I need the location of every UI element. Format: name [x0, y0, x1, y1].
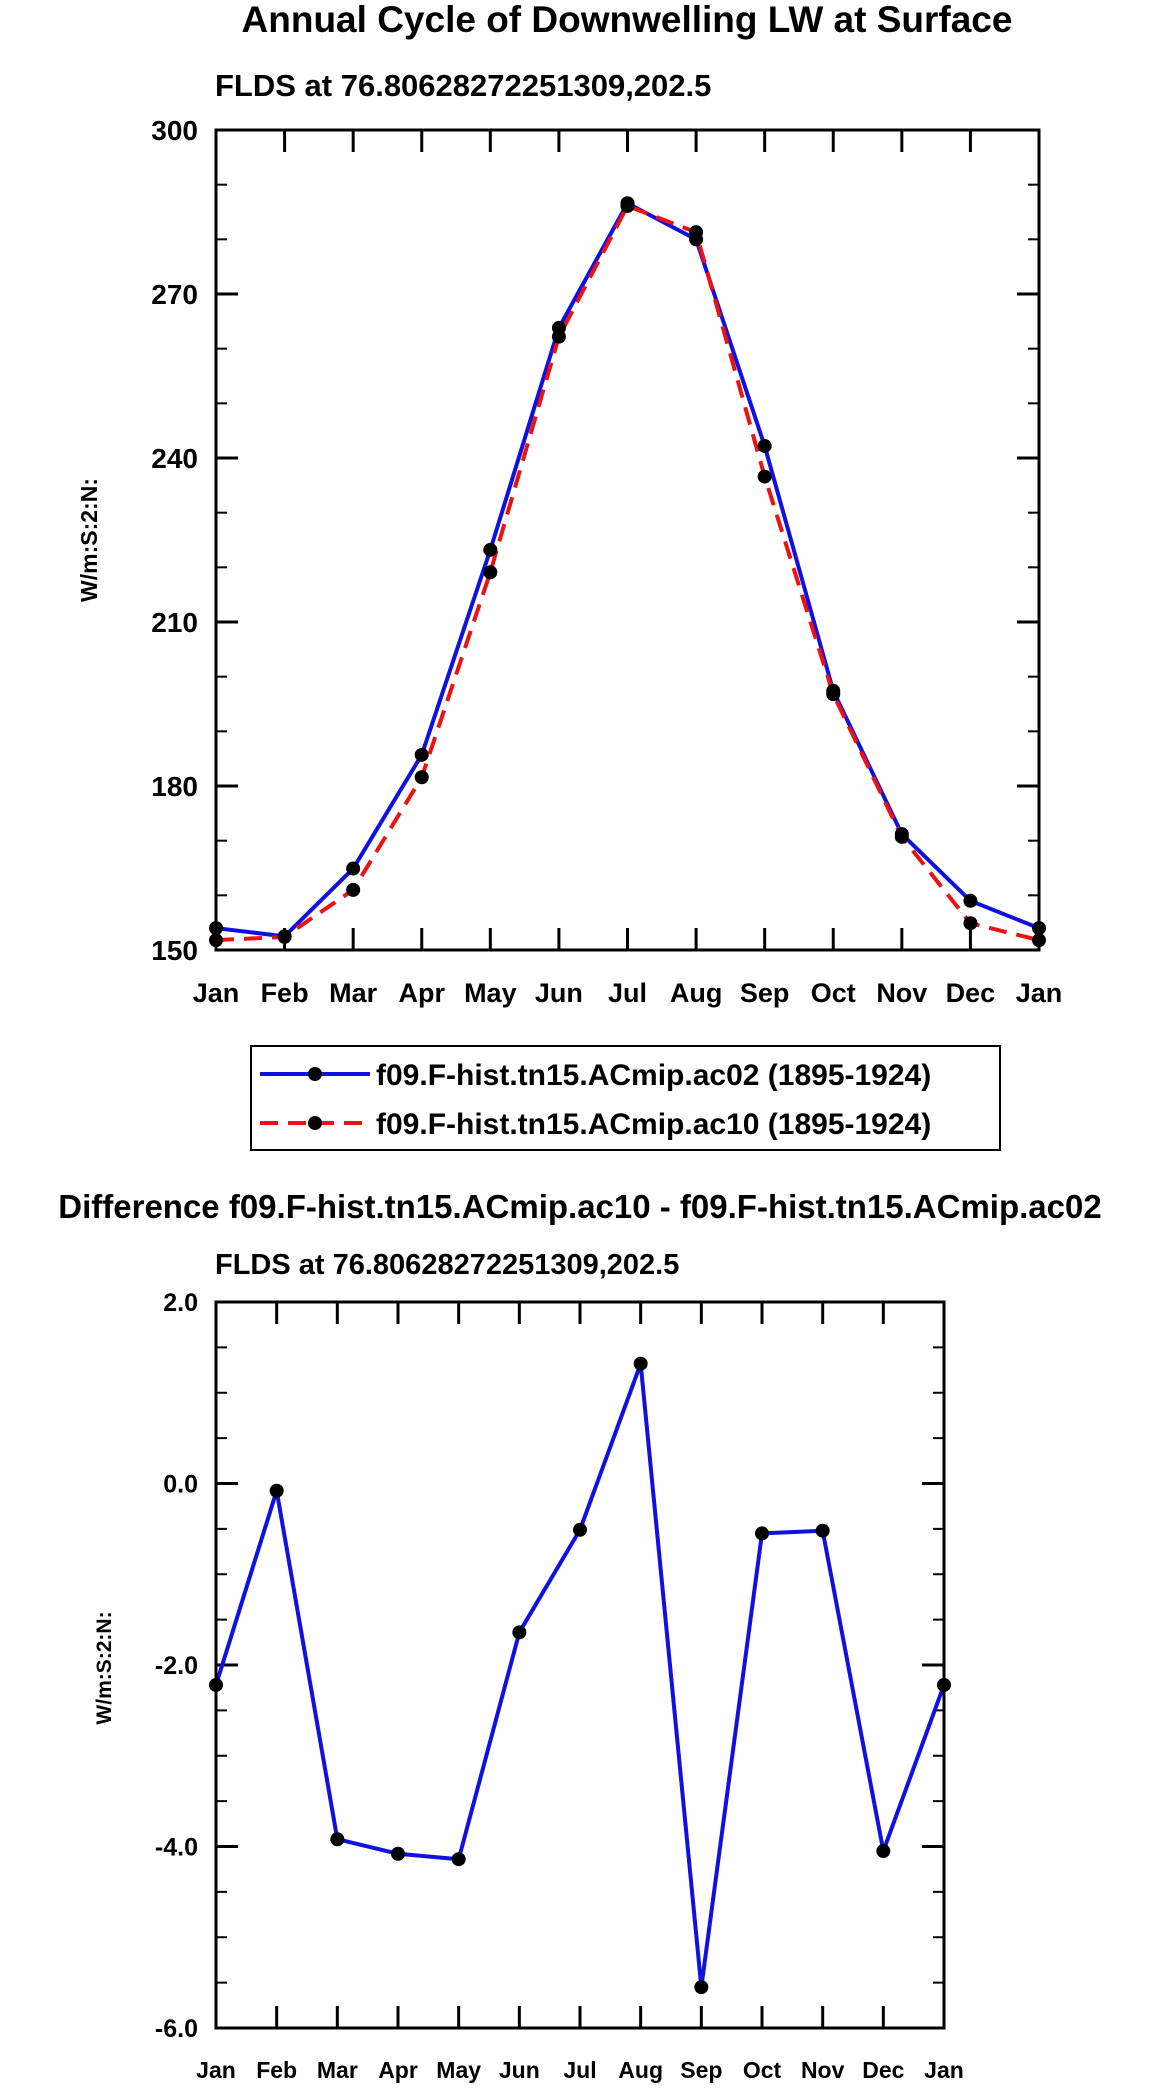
- series-1-point: [391, 1846, 405, 1861]
- x-tick-label: Jan: [924, 2057, 964, 2083]
- x-tick-label: May: [464, 978, 517, 1008]
- x-tick-label: Jan: [1016, 978, 1063, 1008]
- series-2-point: [551, 329, 566, 344]
- x-tick-label: Feb: [256, 2057, 297, 2083]
- difference-chart: Difference f09.F-hist.tn15.ACmip.ac10 - …: [58, 1188, 1101, 2083]
- x-tick-label: Mar: [329, 978, 378, 1008]
- y-tick-label: -6.0: [155, 2015, 198, 2043]
- chart1-y-tick-labels: 150 180 210 240 270 300: [151, 115, 198, 966]
- series-2-point: [963, 916, 978, 931]
- x-tick-label: Mar: [317, 2057, 358, 2083]
- series-2-point: [689, 225, 704, 240]
- legend-label-series1: f09.F-hist.tn15.ACmip.ac02 (1895-1924): [376, 1059, 931, 1092]
- chart1-axis-ticks: [214, 128, 1041, 952]
- chart2-title: Difference f09.F-hist.tn15.ACmip.ac10 - …: [58, 1188, 1101, 1225]
- series-1-point: [451, 1852, 466, 1867]
- chart2-plot-frame: [214, 1300, 946, 2030]
- series-1-point: [512, 1625, 527, 1640]
- legend-label-series2: f09.F-hist.tn15.ACmip.ac10 (1895-1924): [376, 1108, 931, 1141]
- series-1-point: [573, 1522, 587, 1537]
- chart2-x-tick-labels: Jan Feb Mar Apr May Jun Jul Aug Sep Oct Nov Dec Jan: [196, 2057, 964, 2083]
- x-tick-label: May: [436, 2057, 481, 2083]
- series-1-point: [414, 747, 429, 762]
- y-tick-label: 210: [151, 607, 198, 638]
- series-1-point: [755, 1526, 769, 1541]
- x-tick-label: Oct: [743, 2057, 782, 2083]
- x-tick-label: Nov: [801, 2057, 845, 2083]
- series-1-point: [963, 893, 978, 908]
- series-line-1: [214, 1361, 946, 1990]
- x-tick-label: Feb: [261, 978, 309, 1008]
- chart2-ylabel: W/m:S:2:N:: [93, 1611, 116, 1724]
- y-tick-label: 270: [151, 279, 198, 310]
- chart1-series: [209, 196, 1046, 948]
- series-1-point: [330, 1832, 345, 1847]
- series-2-point: [894, 829, 909, 844]
- series-line-1: [215, 201, 1040, 939]
- chart2-y-tick-labels: -6.0 -4.0 -2.0 0.0 2.0: [155, 1289, 198, 2043]
- chart2-axis-ticks: [214, 1300, 946, 2030]
- x-tick-label: Jan: [196, 2057, 236, 2083]
- x-tick-label: Oct: [811, 978, 856, 1008]
- x-tick-label: Apr: [378, 2057, 418, 2083]
- y-tick-label: 300: [151, 115, 198, 146]
- series-1-point: [757, 438, 772, 453]
- y-tick-label: 150: [151, 935, 198, 966]
- x-tick-label: Jul: [563, 2057, 596, 2083]
- x-tick-label: Aug: [670, 978, 722, 1008]
- y-tick-label: 240: [151, 443, 198, 474]
- legend-marker-series2: [308, 1116, 322, 1130]
- chart1-plot-frame: [214, 128, 1041, 952]
- y-tick-label: -2.0: [155, 1652, 198, 1680]
- x-tick-label: Jul: [608, 978, 647, 1008]
- series-1-point: [694, 1980, 709, 1995]
- chart1-x-tick-labels: Jan Feb Mar Apr May Jun Jul Aug Sep Oct Nov Dec Jan: [193, 978, 1063, 1008]
- x-tick-label: Jan: [193, 978, 240, 1008]
- series-2-point: [277, 929, 292, 944]
- x-tick-label: Dec: [946, 978, 996, 1008]
- chart2-series: [209, 1356, 951, 1995]
- series-1-point: [633, 1356, 648, 1371]
- x-tick-label: Sep: [680, 2057, 722, 2083]
- legend-box: [250, 1045, 1001, 1151]
- chart2-subtitle: FLDS at 76.80628272251309,202.5: [215, 1249, 679, 1281]
- series-1-point: [876, 1844, 891, 1859]
- series-1-point: [269, 1483, 284, 1498]
- y-tick-label: 2.0: [163, 1289, 198, 1317]
- x-tick-label: Jun: [499, 2057, 540, 2083]
- series-2-point: [414, 770, 429, 785]
- x-tick-label: Sep: [740, 978, 790, 1008]
- chart1-legend: f09.F-hist.tn15.ACmip.ac02 (1895-1924) f…: [250, 1045, 1001, 1151]
- legend-marker-series1: [308, 1067, 322, 1081]
- x-tick-label: Dec: [862, 2057, 904, 2083]
- chart1-subtitle: FLDS at 76.80628272251309,202.5: [215, 68, 711, 103]
- chart1-ylabel: W/m:S:2:N:: [76, 478, 102, 602]
- annual-cycle-chart: Annual Cycle of Downwelling LW at Surfac…: [76, 0, 1063, 1151]
- y-tick-label: 0.0: [163, 1471, 198, 1499]
- series-2-point: [346, 882, 361, 897]
- x-tick-label: Apr: [399, 978, 446, 1008]
- series-2-point: [483, 565, 498, 580]
- series-1-point: [483, 542, 498, 557]
- y-tick-label: 180: [151, 771, 198, 802]
- series-1-point: [346, 861, 361, 876]
- series-2-point: [826, 687, 841, 702]
- series-2-point: [757, 469, 772, 484]
- series-1-point: [815, 1523, 830, 1538]
- x-tick-label: Nov: [876, 978, 927, 1008]
- x-tick-label: Aug: [618, 2057, 663, 2083]
- series-2-point: [620, 198, 635, 213]
- y-tick-label: -4.0: [155, 1834, 198, 1862]
- x-tick-label: Jun: [535, 978, 583, 1008]
- series-line-2: [215, 203, 1040, 943]
- chart1-title: Annual Cycle of Downwelling LW at Surfac…: [242, 0, 1013, 40]
